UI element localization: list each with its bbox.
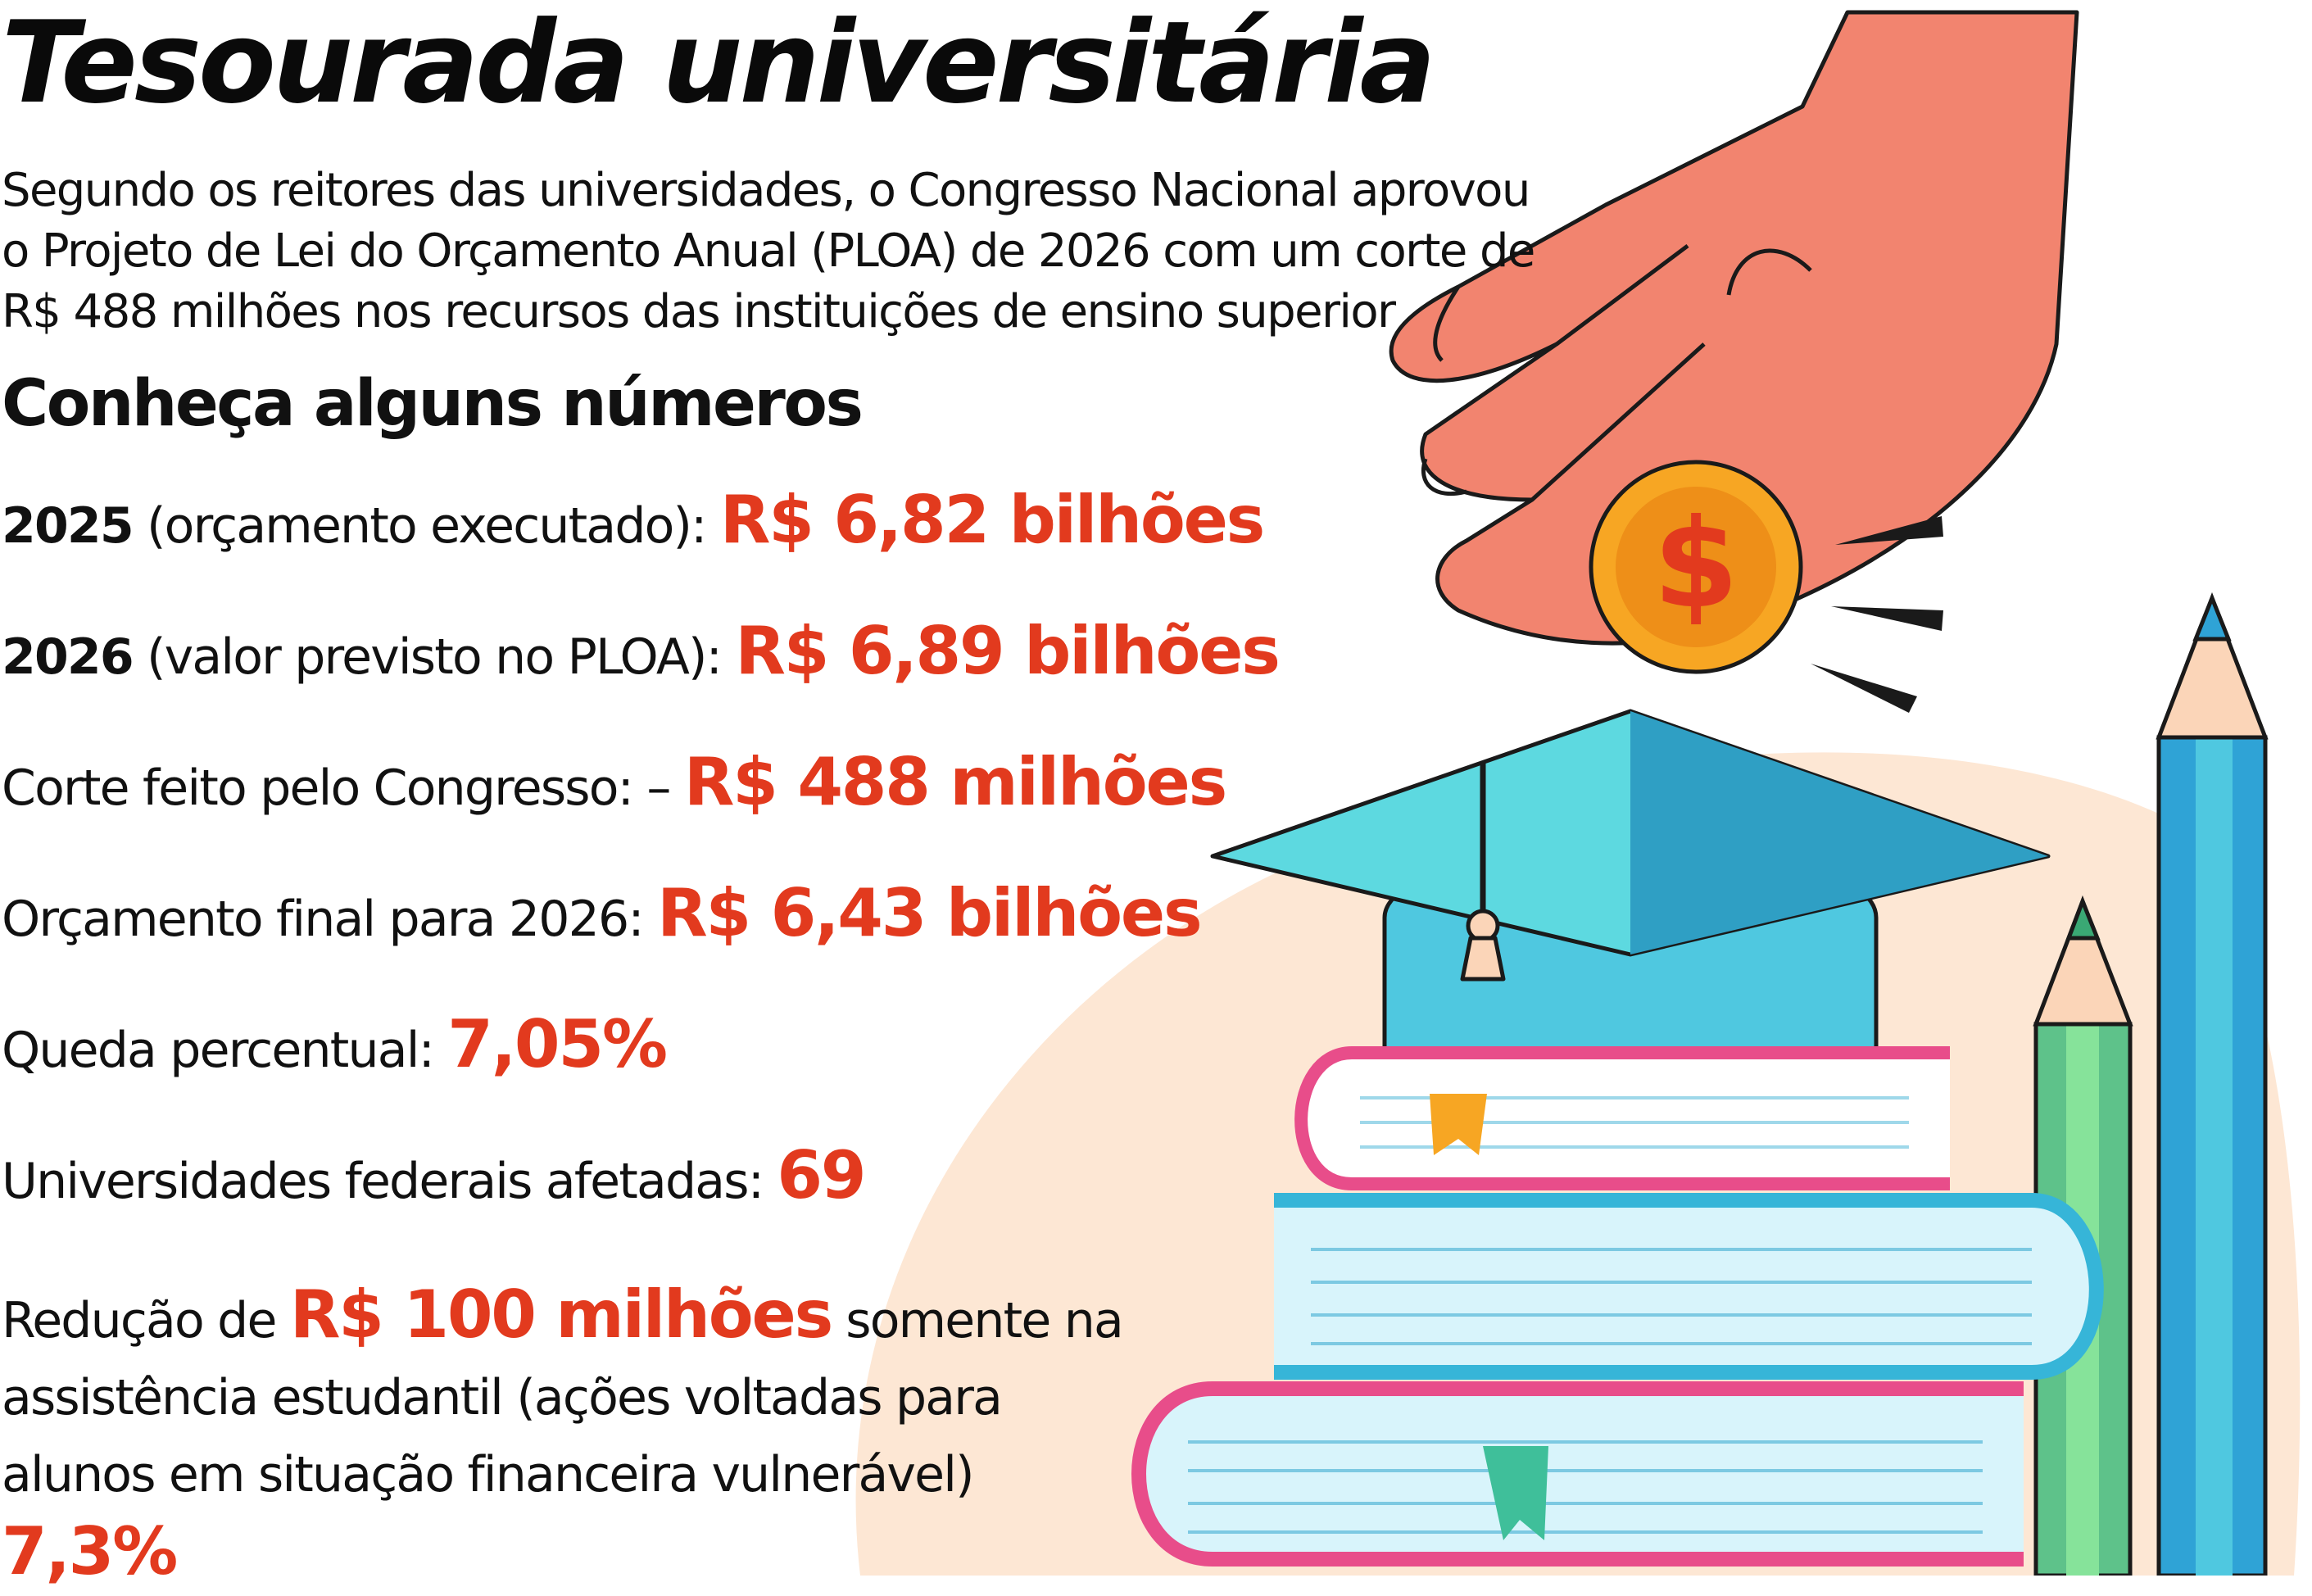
stat-universities-affected: Universidades federais afetadas: 69 — [2, 1137, 867, 1213]
stat-value: R$ 6,43 bilhões — [657, 875, 1202, 951]
shine-lines — [1811, 516, 1943, 713]
coin-illustration: $ — [1589, 460, 1803, 674]
top-book-illustration — [1294, 1046, 1950, 1190]
dollar-icon: $ — [1653, 493, 1739, 636]
stat-percent-drop: Queda percentual: 7,05% — [2, 1006, 668, 1082]
bottom-book-illustration — [1131, 1381, 2024, 1567]
stat-2025: 2025 (orçamento executado): R$ 6,82 bilh… — [2, 482, 1265, 558]
stat-value: R$ 6,82 bilhões — [719, 482, 1265, 558]
stat-label: Orçamento final para 2026: — [2, 891, 658, 948]
stat-value: 69 — [777, 1137, 866, 1213]
stat-label: Redução de — [2, 1292, 290, 1349]
section-subtitle: Conheça alguns números — [2, 367, 864, 441]
stat-2026: 2026 (valor previsto no PLOA): R$ 6,89 b… — [2, 613, 1281, 689]
stat-label: (orçamento executado): — [132, 497, 720, 555]
hand-illustration — [1389, 10, 2079, 646]
stat-year: 2026 — [2, 628, 134, 686]
stat-final-budget: Orçamento final para 2026: R$ 6,43 bilhõ… — [2, 875, 1203, 951]
stat-year: 2025 — [2, 497, 134, 555]
middle-book-illustration — [1274, 1193, 2104, 1380]
graduation-cap-illustration — [1210, 709, 2051, 1051]
stat-label: Queda percentual: — [2, 1022, 448, 1079]
stat-value: R$ 6,89 bilhões — [735, 613, 1280, 689]
stat-label: (valor previsto no PLOA): — [132, 628, 736, 686]
blue-pencil-illustration — [2156, 592, 2269, 1576]
intro-paragraph: Segundo os reitores das universidades, o… — [2, 164, 1535, 338]
stat-value: 7,05% — [447, 1006, 668, 1082]
stat-student-assistance: Redução de R$ 100 milhões somente na ass… — [2, 1276, 1149, 1596]
page-title: Tesourada universitária — [2, 0, 1436, 129]
stat-value: R$ 488 milhões — [683, 744, 1227, 820]
stat-label: Universidades federais afetadas: — [2, 1153, 777, 1210]
stat-percent: 7,3% — [2, 1513, 178, 1589]
stat-value: R$ 100 milhões — [289, 1276, 833, 1353]
stat-label: somente na assistência estudantil (ações… — [2, 1292, 1124, 1503]
stat-label: Corte feito pelo Congresso: – — [2, 759, 684, 817]
stat-congress-cut: Corte feito pelo Congresso: – R$ 488 mil… — [2, 744, 1227, 820]
